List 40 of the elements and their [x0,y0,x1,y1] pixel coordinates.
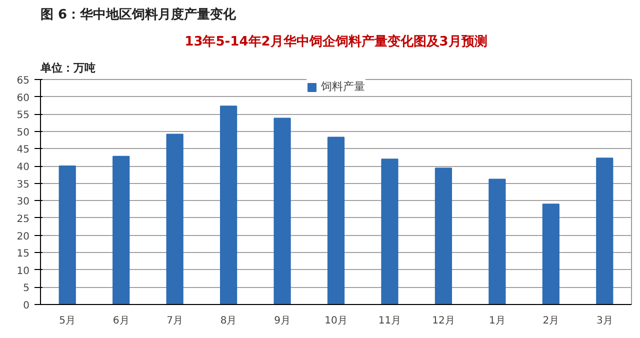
chart-title: 图 6：华中地区饲料月度产量变化 [40,6,238,22]
x-tick-label: 9月 [274,316,290,326]
y-tick-label: 5 [23,283,30,294]
y-tick-label: 30 [16,196,30,208]
chart-subtitle: 13年5-14年2月华中饲企饲料产量变化图及3月预测 [184,34,488,50]
x-tick-label: 5月 [59,316,76,326]
bar [220,106,238,304]
x-tick-label: 12月 [432,316,455,326]
y-tick-label: 10 [16,266,30,277]
y-axis-title: 单位：万吨 [40,62,96,74]
y-tick-label: 55 [16,110,30,122]
x-tick-label: 10月 [324,316,348,326]
y-tick-label: 20 [16,231,30,242]
bar [434,168,452,304]
bar [166,134,184,304]
bar [274,118,291,304]
bar [327,136,345,304]
y-tick-label: 40 [16,162,30,174]
y-tick-label: 35 [16,179,30,190]
y-tick-label: 25 [16,214,30,225]
x-tick-label: 3月 [596,316,613,326]
x-tick-label: 11月 [378,316,402,326]
legend-label: 饲料产量 [321,79,365,94]
bar [58,166,76,304]
bar [596,158,614,304]
y-tick-label: 45 [16,144,30,156]
bar [112,156,130,304]
y-tick-label: 65 [16,76,30,86]
y-tick-label: 50 [16,127,30,138]
y-tick-label: 60 [16,92,30,104]
y-tick-label: 0 [23,300,30,312]
x-tick-label: 7月 [166,316,184,326]
y-tick-label: 15 [16,248,30,260]
bar [381,158,398,304]
x-tick-label: 8月 [220,316,237,326]
x-tick-label: 6月 [112,316,130,326]
x-tick-label: 2月 [542,316,560,326]
x-tick-label: 1月 [489,316,506,326]
bar [542,204,560,304]
bar [488,178,506,304]
